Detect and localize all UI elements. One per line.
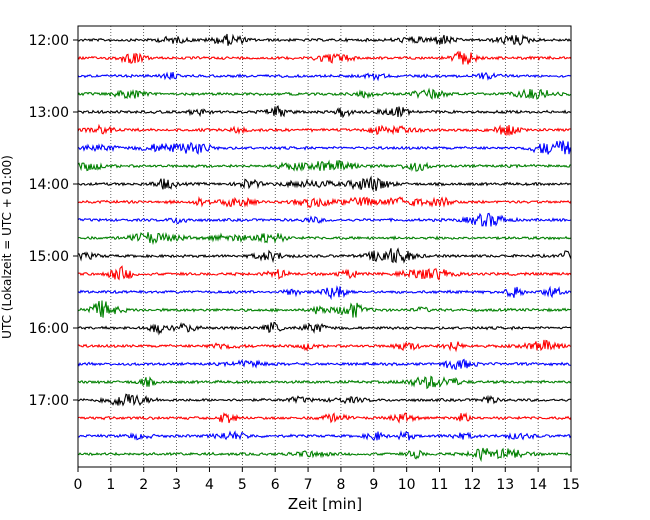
y-tick-label: 12:00: [29, 33, 69, 49]
x-tick-label: 14: [529, 477, 547, 493]
y-tick-label: 14:00: [29, 177, 69, 193]
x-tick-label: 13: [496, 477, 514, 493]
seismogram-trace: [77, 231, 572, 246]
x-tick-label: 6: [271, 477, 280, 493]
traces: [77, 33, 572, 463]
seismogram-trace: [77, 393, 572, 407]
seismogram-trace: [77, 300, 572, 318]
x-axis: 0 1 2 3 4 5 6 7 8 9 10 11 12 13 14 15: [74, 467, 580, 493]
x-tick-label: 1: [106, 477, 115, 493]
x-tick-label: 15: [562, 477, 580, 493]
seismogram-trace: [77, 33, 572, 46]
seismogram-trace: [77, 358, 572, 371]
seismogram-trace: [77, 175, 572, 192]
x-tick-label: 0: [74, 477, 83, 493]
seismogram-trace: [77, 321, 572, 336]
x-tick-label: 9: [369, 477, 378, 493]
y-tick-label: 15:00: [29, 249, 69, 265]
seismogram-trace: [77, 412, 572, 424]
y-axis-label: UTC (Lokalzeit = UTC + 01:00): [0, 155, 14, 339]
x-tick-label: 2: [139, 477, 148, 493]
y-tick-label: 13:00: [29, 105, 69, 121]
x-tick-label: 12: [463, 477, 481, 493]
seismogram-trace: [77, 212, 572, 227]
seismogram-trace: [77, 50, 572, 65]
x-tick-label: 8: [336, 477, 345, 493]
seismogram-trace: [77, 247, 572, 264]
x-tick-label: 4: [205, 477, 214, 493]
seismogram-trace: [77, 265, 572, 281]
x-tick-label: 7: [304, 477, 313, 493]
y-axis: 12:00 13:00 14:00 15:00 16:00 17:00: [29, 33, 78, 409]
seismogram-trace: [77, 285, 572, 301]
x-tick-label: 10: [398, 477, 416, 493]
seismogram-trace: [77, 339, 572, 353]
seismogram-trace: [77, 159, 572, 172]
seismogram-trace: [77, 71, 572, 82]
y-tick-label: 17:00: [29, 393, 69, 409]
seismogram-trace: [77, 430, 572, 441]
seismogram-trace: [77, 123, 572, 137]
seismogram-trace: [77, 105, 572, 119]
seismogram-trace: [77, 140, 572, 155]
x-tick-label: 11: [431, 477, 449, 493]
x-axis-label: Zeit [min]: [288, 495, 362, 513]
y-tick-label: 16:00: [29, 321, 69, 337]
seismogram-trace: [77, 195, 572, 209]
x-tick-label: 5: [238, 477, 247, 493]
seismogram-trace: [77, 447, 572, 463]
x-tick-label: 3: [172, 477, 181, 493]
seismogram-trace: [77, 375, 572, 390]
seismogram-trace: [77, 87, 572, 100]
plot-frame: [77, 25, 572, 468]
